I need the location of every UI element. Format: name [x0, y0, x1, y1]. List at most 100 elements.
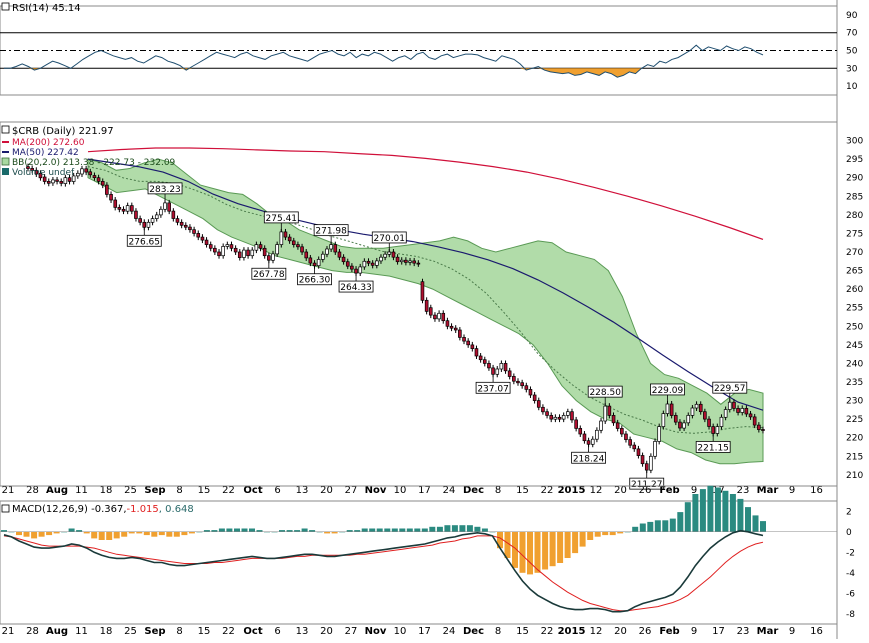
macd-histogram-bar	[481, 528, 488, 532]
price-candle	[370, 262, 375, 266]
annotation-label: 237.07	[477, 384, 509, 394]
macd-histogram-bar	[91, 531, 98, 539]
price-candle	[495, 368, 500, 375]
price-candle	[723, 409, 728, 418]
price-candle	[88, 171, 93, 176]
date-axis-label-bottom: 15	[516, 626, 529, 637]
price-candle	[341, 256, 346, 263]
price-tick-label: 245	[846, 341, 863, 351]
price-annotation: 228.50	[587, 385, 623, 407]
date-axis-label: 21	[2, 485, 15, 496]
rsi-tick-label: 10	[846, 82, 858, 92]
price-tick-label: 255	[846, 304, 863, 314]
macd-histogram-bar	[632, 526, 639, 532]
macd-histogram-bar	[421, 528, 428, 532]
date-axis-label-bottom: 28	[26, 626, 39, 637]
price-candle	[296, 244, 300, 248]
price-candle	[109, 194, 113, 201]
price-candle	[682, 422, 686, 429]
price-candle	[603, 405, 608, 422]
price-candle	[520, 382, 524, 387]
price-candle	[499, 363, 504, 370]
price-candle	[478, 355, 483, 361]
price-candle	[329, 244, 333, 250]
rsi-tick-label: 90	[846, 11, 858, 21]
macd-histogram-bar	[16, 531, 22, 536]
date-axis-label: 12	[590, 485, 603, 496]
date-axis-label-bottom: 24	[443, 626, 456, 637]
date-axis-label-bottom: 23	[737, 626, 750, 637]
price-candle	[308, 257, 313, 264]
macd-tick-label: 2	[846, 507, 852, 517]
price-candle	[636, 448, 641, 456]
date-axis-label: 22	[541, 485, 554, 496]
price-candle	[271, 253, 275, 261]
date-axis-label-bottom: 17	[418, 626, 431, 637]
price-candle	[665, 403, 670, 414]
price-candle	[183, 224, 188, 228]
price-candle	[229, 244, 234, 249]
macd-histogram-bar	[128, 531, 135, 534]
price-candle	[653, 441, 657, 457]
macd-histogram-bar	[512, 531, 518, 568]
annotation-label: 264.33	[340, 283, 372, 293]
annotation-label: 266.30	[299, 276, 331, 286]
price-candle	[549, 415, 554, 420]
macd-histogram-bar	[309, 530, 316, 532]
macd-histogram-bar	[572, 531, 579, 554]
price-candle	[134, 210, 138, 219]
price-candle	[233, 247, 238, 253]
price-candle	[433, 314, 437, 320]
macd-histogram-bar	[279, 530, 285, 532]
price-tick-label: 280	[846, 211, 863, 221]
price-candle	[707, 418, 711, 427]
price-tick-label: 215	[846, 452, 863, 462]
price-candle	[167, 202, 171, 212]
price-candle	[727, 401, 732, 410]
macd-histogram-bar	[609, 531, 616, 536]
price-candle	[474, 348, 479, 357]
price-annotation: 229.09	[650, 383, 685, 404]
price-candle	[179, 221, 184, 226]
price-candle	[644, 463, 649, 471]
macd-histogram-bar	[106, 531, 113, 540]
price-candle	[657, 426, 661, 442]
macd-histogram-bar	[31, 531, 38, 539]
price-candle	[570, 411, 574, 421]
price-legend-icon	[1, 125, 10, 134]
date-axis-label-bottom: 20	[614, 626, 627, 637]
date-axis-label: 23	[737, 485, 750, 496]
price-candle	[138, 218, 142, 223]
annotation-label: 283.23	[149, 185, 181, 195]
price-candle	[586, 440, 591, 445]
price-candle	[71, 175, 76, 182]
macd-histogram-bar	[173, 531, 180, 537]
price-candle	[578, 428, 583, 435]
rsi-tick-label: 30	[846, 64, 858, 74]
price-tick-label: 210	[846, 471, 863, 481]
macd-histogram-bar	[361, 528, 368, 532]
macd-histogram-bar	[617, 531, 624, 534]
date-axis-label: 13	[296, 485, 309, 496]
macd-histogram-bar	[587, 531, 594, 540]
macd-histogram-bar	[527, 531, 533, 575]
price-tick-label: 230	[846, 397, 863, 407]
macd-histogram-bar	[444, 525, 451, 532]
macd-histogram-bar	[331, 531, 338, 534]
price-candle	[121, 208, 126, 212]
macd-histogram-bar	[399, 528, 406, 532]
date-axis-label-bottom: 6	[274, 626, 280, 637]
price-candle	[595, 429, 599, 440]
annotation-label: 228.50	[589, 388, 621, 398]
price-candle	[445, 320, 450, 327]
macd-histogram-bar	[504, 531, 511, 558]
price-candle	[545, 411, 549, 416]
price-candle	[408, 260, 412, 263]
price-candle	[350, 265, 354, 270]
date-axis-label: 26	[639, 485, 652, 496]
annotation-box	[587, 385, 623, 398]
price-tick-label: 240	[846, 359, 863, 369]
date-axis-label: Dec	[463, 485, 484, 496]
price-candle	[150, 218, 155, 223]
